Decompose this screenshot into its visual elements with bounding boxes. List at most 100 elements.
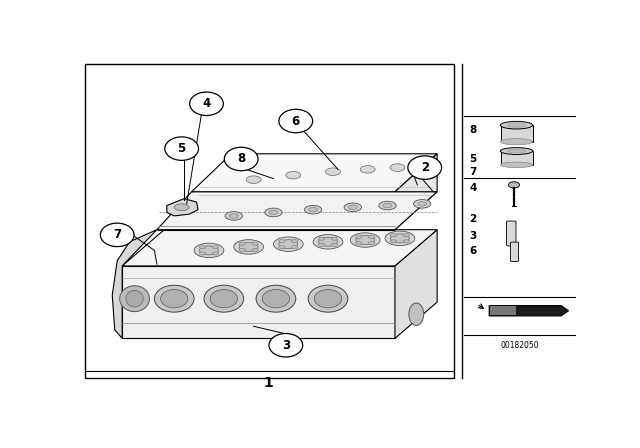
Ellipse shape bbox=[319, 237, 337, 246]
Text: 7: 7 bbox=[469, 167, 477, 177]
Ellipse shape bbox=[356, 235, 362, 238]
Ellipse shape bbox=[286, 172, 301, 179]
Ellipse shape bbox=[225, 211, 243, 220]
Ellipse shape bbox=[305, 205, 322, 214]
Circle shape bbox=[408, 156, 442, 179]
Ellipse shape bbox=[511, 183, 517, 186]
Text: 3: 3 bbox=[282, 339, 290, 352]
FancyBboxPatch shape bbox=[507, 221, 516, 246]
Ellipse shape bbox=[332, 237, 338, 240]
Ellipse shape bbox=[246, 176, 261, 184]
Circle shape bbox=[269, 333, 303, 357]
Polygon shape bbox=[490, 306, 516, 315]
Ellipse shape bbox=[174, 204, 189, 211]
Circle shape bbox=[189, 92, 223, 116]
Ellipse shape bbox=[507, 123, 526, 127]
Ellipse shape bbox=[239, 242, 245, 246]
Ellipse shape bbox=[318, 237, 324, 240]
Ellipse shape bbox=[292, 246, 298, 249]
Ellipse shape bbox=[390, 240, 397, 243]
Ellipse shape bbox=[120, 286, 150, 312]
Ellipse shape bbox=[210, 289, 237, 308]
Ellipse shape bbox=[409, 303, 424, 325]
Polygon shape bbox=[157, 192, 437, 230]
Ellipse shape bbox=[500, 147, 532, 155]
Ellipse shape bbox=[199, 252, 205, 255]
Ellipse shape bbox=[418, 202, 427, 206]
Text: 5: 5 bbox=[469, 154, 476, 164]
Ellipse shape bbox=[500, 121, 532, 129]
Ellipse shape bbox=[360, 165, 375, 173]
Ellipse shape bbox=[348, 205, 357, 210]
Ellipse shape bbox=[326, 168, 340, 176]
Ellipse shape bbox=[278, 240, 285, 243]
Polygon shape bbox=[122, 266, 395, 338]
Ellipse shape bbox=[390, 234, 397, 237]
Ellipse shape bbox=[229, 214, 238, 218]
Text: 8: 8 bbox=[469, 125, 476, 135]
Ellipse shape bbox=[239, 249, 245, 252]
Ellipse shape bbox=[265, 208, 282, 217]
Text: 2: 2 bbox=[420, 161, 429, 174]
Ellipse shape bbox=[308, 285, 348, 312]
Ellipse shape bbox=[413, 199, 431, 208]
Ellipse shape bbox=[500, 138, 532, 145]
Polygon shape bbox=[395, 192, 437, 230]
Ellipse shape bbox=[314, 289, 342, 308]
Ellipse shape bbox=[204, 285, 244, 312]
Ellipse shape bbox=[403, 234, 410, 237]
Ellipse shape bbox=[161, 289, 188, 308]
Ellipse shape bbox=[273, 237, 303, 251]
Polygon shape bbox=[112, 230, 157, 338]
FancyBboxPatch shape bbox=[511, 242, 518, 262]
Ellipse shape bbox=[500, 162, 532, 168]
Polygon shape bbox=[122, 230, 437, 266]
Ellipse shape bbox=[212, 246, 219, 249]
Text: 00182050: 00182050 bbox=[500, 341, 540, 350]
Ellipse shape bbox=[509, 182, 520, 188]
Ellipse shape bbox=[403, 240, 410, 243]
Circle shape bbox=[279, 109, 312, 133]
Ellipse shape bbox=[279, 240, 298, 249]
Ellipse shape bbox=[239, 242, 258, 251]
Ellipse shape bbox=[385, 231, 415, 246]
Text: 4: 4 bbox=[469, 183, 477, 193]
Bar bbox=[85, 64, 454, 378]
Circle shape bbox=[165, 137, 198, 160]
Ellipse shape bbox=[194, 243, 224, 258]
Ellipse shape bbox=[369, 235, 375, 238]
Ellipse shape bbox=[154, 285, 194, 312]
Polygon shape bbox=[395, 230, 437, 338]
Ellipse shape bbox=[252, 242, 259, 246]
Polygon shape bbox=[489, 306, 568, 316]
Polygon shape bbox=[167, 198, 198, 216]
Ellipse shape bbox=[212, 252, 219, 255]
Ellipse shape bbox=[383, 203, 392, 208]
Text: 7: 7 bbox=[113, 228, 121, 241]
Ellipse shape bbox=[126, 290, 143, 307]
Ellipse shape bbox=[278, 246, 285, 249]
Ellipse shape bbox=[356, 236, 374, 245]
Bar bbox=[500, 125, 533, 142]
Ellipse shape bbox=[350, 233, 380, 247]
Ellipse shape bbox=[252, 249, 259, 252]
Ellipse shape bbox=[507, 149, 526, 153]
Ellipse shape bbox=[269, 210, 278, 215]
Ellipse shape bbox=[292, 240, 298, 243]
Ellipse shape bbox=[356, 241, 362, 245]
Ellipse shape bbox=[332, 243, 338, 246]
Circle shape bbox=[100, 223, 134, 246]
Ellipse shape bbox=[415, 163, 429, 170]
Text: 6: 6 bbox=[292, 115, 300, 128]
Polygon shape bbox=[191, 154, 437, 192]
Text: 6: 6 bbox=[469, 246, 476, 256]
Ellipse shape bbox=[379, 201, 396, 210]
Text: 5: 5 bbox=[177, 142, 186, 155]
Text: 1: 1 bbox=[264, 376, 273, 390]
Ellipse shape bbox=[199, 246, 205, 249]
Circle shape bbox=[225, 147, 258, 171]
Text: 8: 8 bbox=[237, 152, 245, 165]
Ellipse shape bbox=[234, 240, 264, 254]
Ellipse shape bbox=[200, 246, 218, 255]
Text: 4: 4 bbox=[202, 97, 211, 110]
